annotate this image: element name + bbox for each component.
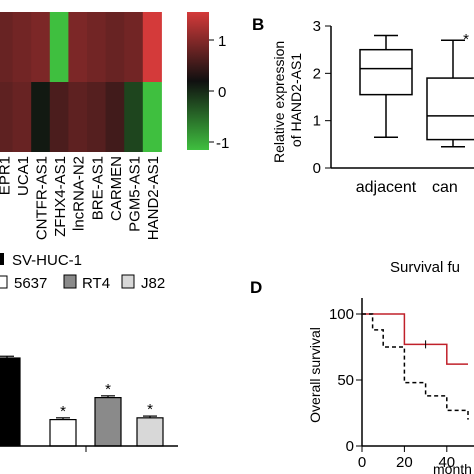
heatmap-cell [87,12,107,82]
survival-panel: D Survival fu Overall survival month 0 50… [250,259,474,474]
survival-x-tick-label: 0 [358,454,366,471]
bar-panel: SV-HUC-1 5637 RT4 J82 * * * [0,252,178,452]
heatmap-column-labels: EPR1 UCA1 CNTFR-AS1 ZFHX4-AS1 lncRNA-N2 BRE-A… [0,156,162,240]
boxplot-boxes: adjacent can * [356,31,474,196]
heatmap-cell [12,12,32,82]
bar-5637 [49,419,77,447]
heatmap-column-label: BRE-AS1 [89,156,106,220]
bar-significance: * [147,401,153,418]
heatmap-panel: EPR1 UCA1 CNTFR-AS1 ZFHX4-AS1 lncRNA-N2 BRE-A… [0,12,229,240]
boxplot-y-tick-label: 2 [313,65,321,82]
panel-label-b: B [252,15,264,34]
heatmap-colorbar [187,12,209,150]
heatmap-cell [105,82,125,152]
survival-y-tick-label: 0 [346,438,354,455]
heatmap-cell [124,82,144,152]
survival-y-tick-label: 50 [337,372,354,389]
boxplot-significance: * [463,31,469,48]
survival-y-axis-label: Overall survival [307,327,323,423]
survival-title: Survival fu [390,259,460,276]
survival-curve-solid [362,313,468,365]
bar-legend: SV-HUC-1 5637 RT4 J82 [0,252,165,292]
heatmap-cell [49,12,69,82]
heatmap-cell [0,82,14,152]
boxplot-y-axis-label: Relative expression of HAND2-AS1 [271,37,304,163]
bar-j82 [136,417,164,447]
bar-significance: * [105,381,111,398]
legend-label: RT4 [82,275,110,292]
boxplot-panel: B 0 1 2 3 adjacent can * Relative expression … [252,15,474,196]
heatmap-cell [68,82,88,152]
bar-sv-huc-1 [0,357,21,447]
boxplot-category-label: can [432,179,458,196]
bar-marks: * * * [0,355,164,447]
boxplot-y-tick-label: 0 [313,160,321,177]
heatmap-cells [0,12,162,152]
heatmap-cell [31,82,51,152]
heatmap-column-label: CARMEN [108,156,125,221]
legend-label: SV-HUC-1 [12,252,82,269]
boxplot-y-tick-label: 1 [313,113,321,130]
survival-curves [362,313,469,420]
heatmap-cell [87,82,107,152]
heatmap-cell [124,12,144,82]
heatmap-cell [0,12,14,82]
boxplot-box [426,77,474,141]
survival-x-tick-label: 40 [438,454,455,471]
legend-label: 5637 [14,275,47,292]
colorbar-tick-label: -1 [216,135,229,152]
heatmap-column-label: ZFHX4-AS1 [52,156,69,237]
boxplot-y-tick-label: 3 [313,18,321,35]
colorbar-tick-label: 0 [218,84,226,101]
survival-x-axis-label: month [433,461,472,474]
legend-swatch-j82 [121,274,135,289]
heatmap-column-label: UCA1 [15,156,32,196]
heatmap-cell [142,82,162,152]
bar-significance: * [60,403,66,420]
heatmap-cell [142,12,162,82]
panel-label-d: D [250,278,262,297]
boxplot-axes: 0 1 2 3 [313,18,474,177]
heatmap-column-label: EPR1 [0,156,13,195]
heatmap-cell [68,12,88,82]
legend-swatch-rt4 [63,274,77,289]
heatmap-column-label: CNTFR-AS1 [34,156,51,240]
heatmap-cell [105,12,125,82]
heatmap-cell [49,82,69,152]
legend-label: J82 [141,275,165,292]
survival-y-tick-label: 100 [329,306,354,323]
survival-curve-dashed [362,313,469,420]
heatmap-column-label: PGM5-AS1 [127,156,144,232]
legend-swatch-sv-huc-1 [0,253,4,265]
survival-x-tick-label: 20 [396,454,413,471]
bar-rt4 [94,397,122,447]
boxplot-category-label: adjacent [356,179,417,196]
legend-swatch-5637 [0,275,8,289]
heatmap-cell [12,82,32,152]
colorbar-tick-label: 1 [218,33,226,50]
heatmap-cell [31,12,51,82]
heatmap-column-label: lncRNA-N2 [71,156,88,231]
survival-axes: 0 50 100 0 20 40 [329,298,474,471]
boxplot-box [359,48,413,96]
heatmap-column-label: HAND2-AS1 [145,156,162,240]
colorbar-ticks: 1 0 -1 [209,33,229,152]
